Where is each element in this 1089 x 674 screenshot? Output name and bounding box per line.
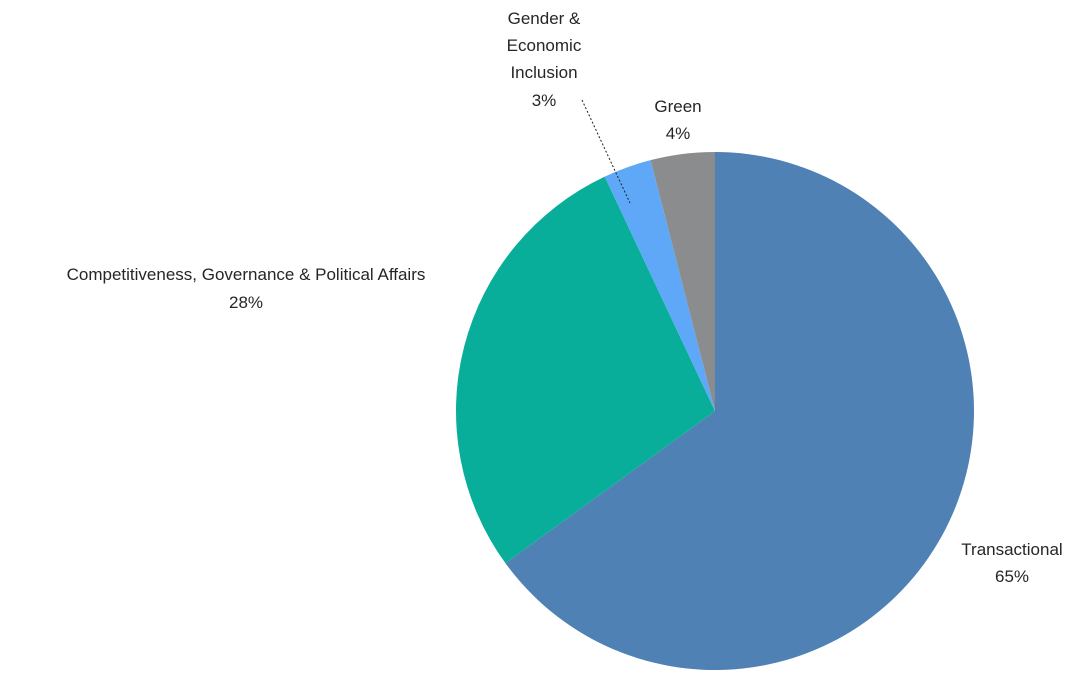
pie-slice-transactional <box>505 152 974 671</box>
slice-label-green: Green <box>654 97 701 116</box>
slice-pct-gender: 3% <box>532 91 557 110</box>
slice-label-transactional: Transactional <box>961 540 1062 559</box>
pie-slice-competitiveness-governance-political-affairs <box>455 176 715 564</box>
slice-label-competitiveness: Competitiveness, Governance & Political … <box>67 265 426 284</box>
slice-label-gender-line3: Inclusion <box>510 63 577 82</box>
pie-slices <box>455 152 974 671</box>
slice-pct-transactional: 65% <box>995 567 1029 586</box>
pie-slice-green <box>650 152 715 411</box>
slice-label-gender-line2: Economic <box>507 36 582 55</box>
slice-label-gender-line1: Gender & <box>508 9 581 28</box>
leader-line-gender <box>581 99 631 204</box>
slice-pct-competitiveness: 28% <box>229 293 263 312</box>
slice-pct-green: 4% <box>666 124 691 143</box>
pie-slice-gender-economic-inclusion <box>604 160 715 411</box>
